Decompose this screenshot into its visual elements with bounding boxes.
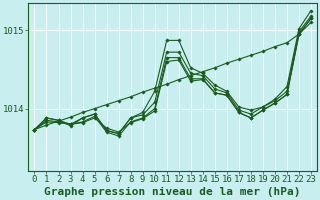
- X-axis label: Graphe pression niveau de la mer (hPa): Graphe pression niveau de la mer (hPa): [44, 187, 301, 197]
